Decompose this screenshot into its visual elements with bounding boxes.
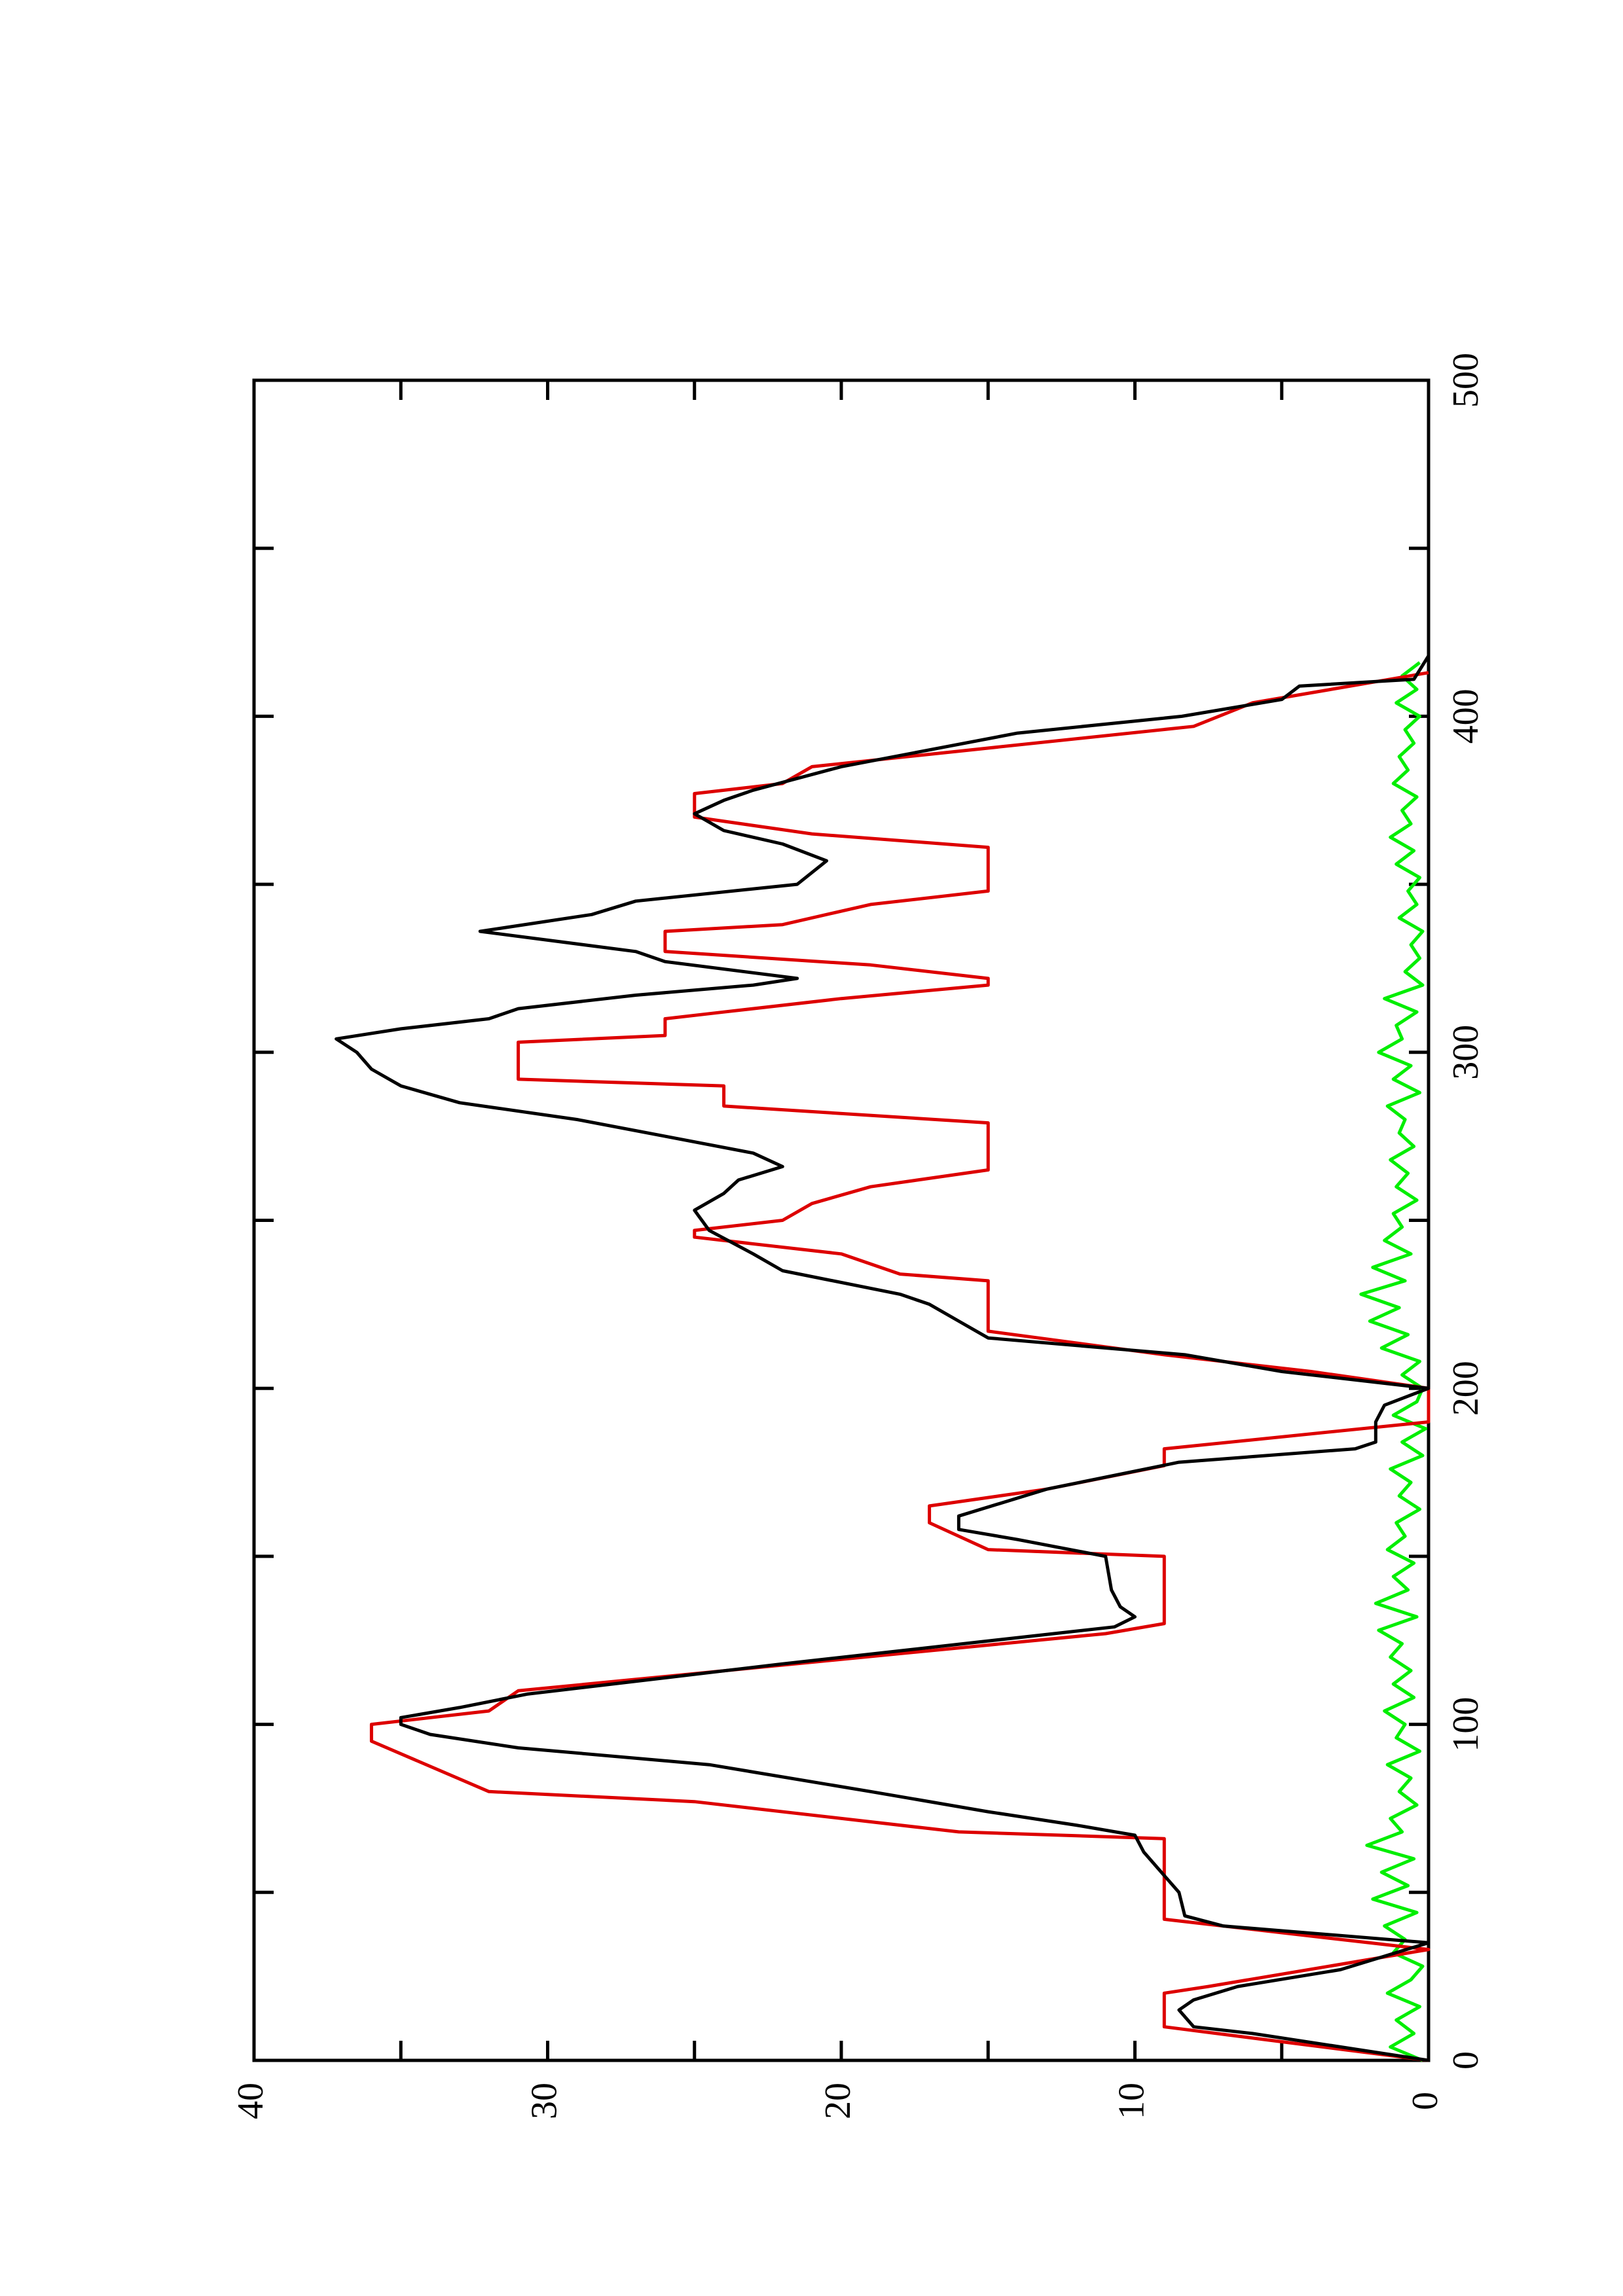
x-tick-label: 400 xyxy=(1446,689,1486,744)
y-tick-label: 10 xyxy=(1111,2083,1152,2119)
series-line xyxy=(1359,661,1427,2062)
y-tick-label: 40 xyxy=(230,2083,271,2119)
y-tick-label: 0 xyxy=(1405,2092,1446,2110)
x-tick-label: 100 xyxy=(1446,1697,1486,1752)
y-tick-label: 30 xyxy=(524,2083,564,2119)
x-tick-label: 300 xyxy=(1446,1025,1486,1080)
x-tick-label: 0 xyxy=(1446,2051,1486,2070)
series-line xyxy=(335,655,1431,2062)
x-tick-label: 500 xyxy=(1446,353,1486,408)
series-line xyxy=(369,671,1431,2062)
y-tick-label: 20 xyxy=(818,2083,858,2119)
plot-frame xyxy=(252,378,1431,2062)
x-tick-label: 200 xyxy=(1446,1361,1486,1416)
